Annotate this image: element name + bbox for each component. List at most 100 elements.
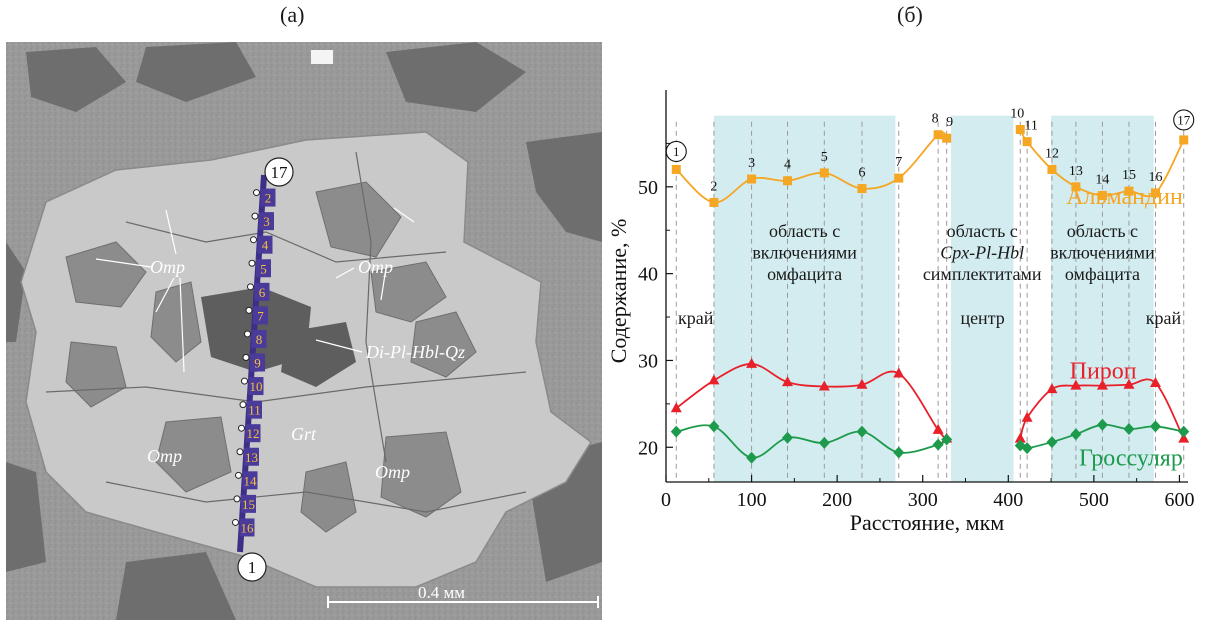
y-tick-label: 20	[638, 437, 658, 459]
traverse-point	[241, 377, 248, 385]
grossular-point	[1046, 436, 1058, 449]
point-number-label: 6	[259, 285, 266, 300]
region-label: включениями	[1050, 243, 1155, 263]
region-label: омфацита	[767, 264, 842, 284]
pyrope-point	[1149, 377, 1161, 388]
pyrope-point	[1070, 379, 1082, 390]
traverse-point	[250, 236, 257, 244]
point-number-label: 10	[250, 379, 263, 394]
almandine-point	[1015, 125, 1025, 135]
point-number-label: 2	[265, 191, 272, 206]
traverse-point	[244, 330, 251, 338]
almandine-point	[783, 176, 793, 186]
profile-end-circle	[1173, 109, 1195, 131]
point-number-label: 5	[260, 261, 267, 276]
pyrope-point	[708, 374, 720, 385]
garnet-profile-chart: 0 100 200 300 400 500 600 20 30 40 50 Расстояние, м…	[606, 90, 1195, 535]
point-number: 15	[1122, 168, 1136, 183]
point-number-box	[251, 329, 267, 348]
point-number-label: 8	[256, 332, 263, 347]
point-number-label: 7	[257, 308, 264, 323]
traverse-point	[239, 401, 247, 409]
inclusion-region	[713, 115, 896, 483]
pyrope-point	[893, 367, 905, 378]
omphacite-inclusions	[65, 181, 477, 533]
almandine-point	[942, 133, 952, 143]
grossular-point	[746, 451, 758, 464]
point-number-box	[244, 447, 259, 466]
traverse-point	[242, 354, 250, 361]
point-number-box	[250, 353, 265, 372]
point-number-label: 4	[262, 238, 269, 253]
grossular-point	[1149, 420, 1161, 433]
grossular-point	[1178, 425, 1190, 438]
pyrope-point	[1021, 411, 1033, 422]
almandine-point	[1097, 191, 1107, 200]
x-axis-label: Расстояние, мкм	[850, 510, 1004, 535]
panel-a-label: (а)	[280, 2, 305, 27]
start-point-circle	[237, 552, 267, 582]
point-number-box	[242, 471, 258, 490]
symplectite-patches	[201, 287, 356, 387]
point-number-box	[239, 518, 255, 537]
series-name-label: Пироп	[1070, 359, 1137, 385]
end-point-circle	[264, 157, 294, 187]
point-number-label: 9	[254, 356, 261, 371]
pyrope-point	[1014, 432, 1026, 443]
omp-label: Omp	[358, 257, 393, 277]
traverse-point	[236, 448, 244, 456]
point-number: 7	[895, 155, 902, 170]
almandine-point	[671, 164, 681, 174]
grossular-point	[782, 431, 794, 444]
grossular-point	[1123, 423, 1135, 436]
almandine-point	[747, 174, 757, 184]
almandine-point	[933, 130, 943, 140]
point-number-box	[241, 494, 256, 513]
point-number-box	[260, 188, 276, 207]
traverse-point	[238, 424, 245, 432]
pyrope-point	[782, 376, 794, 387]
position-annotation: край	[678, 308, 714, 328]
grossular-point	[856, 425, 868, 438]
point-number-label: 15	[242, 497, 255, 512]
region-label: область с	[1067, 221, 1138, 241]
traverse-point	[235, 471, 242, 479]
inclusion-region	[950, 115, 1014, 483]
traverse-point	[232, 518, 239, 526]
y-tick-label: 50	[638, 177, 658, 199]
region-label: область с	[769, 221, 840, 241]
region-label: включениями	[752, 243, 857, 263]
omp-label: Omp	[147, 446, 182, 466]
point-number-box	[256, 259, 271, 278]
x-tick-label: 0	[661, 489, 671, 511]
almandine-point	[1022, 137, 1032, 147]
cracks	[45, 151, 527, 513]
grossular-point	[670, 425, 682, 438]
region-label: симплектитами	[923, 264, 1042, 284]
point-number-box	[257, 235, 273, 254]
grossular-point	[1070, 428, 1082, 441]
start-point-label: 1	[248, 558, 257, 577]
micrograph-image: 2 3 4 5 6 7 8 9 10 11 12 13 14 15 16 1 17 0.4 мм Omp Omp…	[6, 42, 602, 620]
grossular-point	[1096, 418, 1108, 431]
almandine-point	[1150, 188, 1160, 198]
point-number: 1	[673, 144, 680, 159]
traverse-point	[245, 306, 253, 314]
point-number: 10	[1010, 107, 1024, 122]
point-number: 14	[1095, 173, 1109, 188]
point-number-box	[248, 377, 264, 396]
x-tick-label: 600	[1164, 489, 1194, 511]
point-number-label: 12	[247, 426, 260, 441]
traverse-point	[253, 189, 260, 197]
series-name-label: Альмандин	[1066, 184, 1183, 210]
traverse-point	[247, 283, 254, 291]
grossular-point	[1021, 442, 1033, 455]
point-number-box	[247, 400, 262, 419]
grossular-point	[941, 433, 953, 446]
point-number-label: 13	[245, 450, 258, 465]
grossular-point	[932, 438, 944, 451]
point-number: 6	[858, 166, 865, 181]
point-number: 3	[748, 156, 755, 171]
point-number: 11	[1024, 119, 1037, 134]
scale-bar-label: 0.4 мм	[418, 583, 465, 602]
